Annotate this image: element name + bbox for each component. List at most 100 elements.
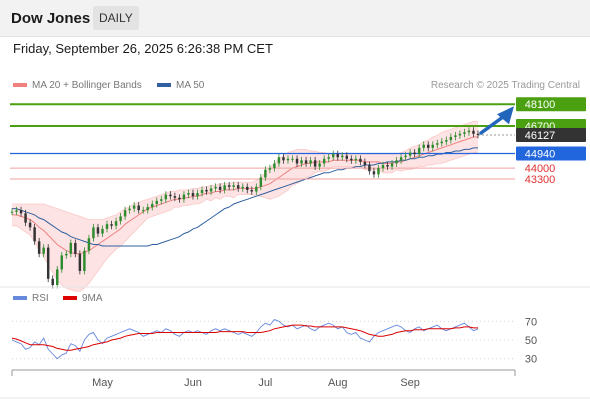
x-tick-aug: Aug — [328, 377, 348, 389]
candle-body — [309, 160, 312, 164]
candle-body — [33, 227, 36, 242]
rsi-tick-50: 50 — [525, 335, 537, 347]
candle-body — [205, 189, 208, 192]
legend-9ma-label: 9MA — [82, 293, 103, 304]
candle-body — [191, 193, 195, 197]
candle-body — [354, 158, 358, 161]
instrument-title: Dow Jones — [11, 10, 91, 27]
candle-body — [227, 185, 231, 187]
credit-text: Research © 2025 Trading Central — [430, 80, 580, 91]
level-48100-label: 48100 — [525, 99, 556, 111]
legend-ma20: MA 20 + Bollinger Bands — [13, 80, 142, 91]
legend-ma50-label: MA 50 — [176, 80, 205, 91]
candle-body — [372, 171, 376, 175]
candle-body — [164, 194, 168, 200]
candle-body — [318, 163, 321, 167]
candle-body — [463, 132, 466, 134]
candle-body — [390, 163, 394, 167]
candle-body — [232, 185, 235, 187]
candle-body — [431, 144, 434, 148]
candle-body — [37, 241, 41, 254]
legend-rsi-label: RSI — [32, 293, 49, 304]
candle-body — [322, 158, 326, 164]
forecast-arrow-shaft — [479, 114, 506, 135]
candle-body — [404, 155, 407, 158]
legend-rsi: RSI — [13, 293, 49, 304]
forecast-arrow-head — [497, 106, 514, 125]
candle-body — [467, 130, 471, 133]
candle-body — [119, 216, 122, 222]
candle-body — [408, 152, 412, 156]
candle-body — [246, 186, 249, 190]
candle-body — [46, 247, 50, 279]
candle-body — [178, 197, 181, 200]
candle-body — [422, 144, 425, 148]
candle-body — [114, 221, 118, 226]
x-tick-sep: Sep — [400, 377, 420, 389]
candle-body — [173, 196, 177, 198]
candle-body — [250, 189, 254, 192]
candle-body — [359, 158, 362, 162]
candle-body — [336, 154, 339, 158]
level-43300-label: 43300 — [525, 174, 556, 186]
candle-body — [101, 228, 104, 234]
candle-body — [123, 210, 127, 217]
candle-body — [291, 158, 294, 160]
candle-body — [42, 247, 45, 254]
legend-ma50: MA 50 — [157, 80, 204, 91]
rsi-9ma-line — [11, 324, 478, 351]
candle-body — [241, 186, 244, 189]
candle-body — [368, 165, 371, 172]
candle-body — [440, 141, 444, 144]
candle-body — [236, 185, 240, 189]
candle-body — [363, 161, 367, 166]
candle-body — [56, 269, 59, 285]
candle-body — [277, 157, 281, 164]
candle-body — [436, 143, 439, 145]
candle-body — [19, 210, 23, 214]
x-tick-jun: Jun — [184, 377, 202, 389]
candle-body — [295, 158, 299, 164]
candle-body — [472, 130, 475, 134]
timeframe-badge[interactable]: DAILY — [93, 6, 139, 30]
candle-body — [399, 157, 403, 161]
candle-body — [458, 133, 462, 136]
legend-9ma-swatch — [63, 296, 77, 301]
level-44940-label: 44940 — [525, 148, 556, 160]
candle-body — [395, 160, 398, 164]
candle-body — [146, 207, 149, 211]
candle-body — [28, 222, 32, 228]
candle-body — [141, 210, 145, 212]
bollinger-upper-line — [12, 121, 478, 221]
candle-body — [10, 211, 14, 213]
x-tick-jul: Jul — [258, 377, 272, 389]
candle-body — [264, 169, 267, 178]
candle-body — [69, 242, 73, 254]
candle-body — [137, 205, 140, 211]
candle-body — [282, 157, 285, 161]
candle-body — [413, 152, 416, 155]
candle-body — [476, 133, 480, 135]
candle-body — [268, 168, 272, 170]
candle-body — [313, 160, 317, 167]
bollinger-band-fill — [12, 121, 478, 292]
candle-body — [92, 227, 95, 239]
candle-body — [327, 157, 330, 159]
candle-body — [110, 224, 113, 226]
candle-body — [65, 253, 68, 256]
bollinger-lower-line — [12, 152, 478, 292]
candle-body — [83, 250, 86, 271]
legend-rsi-swatch — [13, 296, 27, 301]
candle-body — [300, 160, 303, 164]
candle-body — [24, 213, 27, 223]
candle-body — [187, 193, 190, 195]
legend-9ma: 9MA — [63, 293, 103, 304]
candle-body — [214, 186, 217, 189]
candle-body — [341, 155, 344, 158]
candle-body — [255, 186, 258, 192]
legend-ma20-label: MA 20 + Bollinger Bands — [32, 80, 142, 91]
legend-ma20-swatch — [13, 83, 27, 88]
candle-body — [200, 189, 204, 194]
candle-body — [218, 186, 222, 190]
